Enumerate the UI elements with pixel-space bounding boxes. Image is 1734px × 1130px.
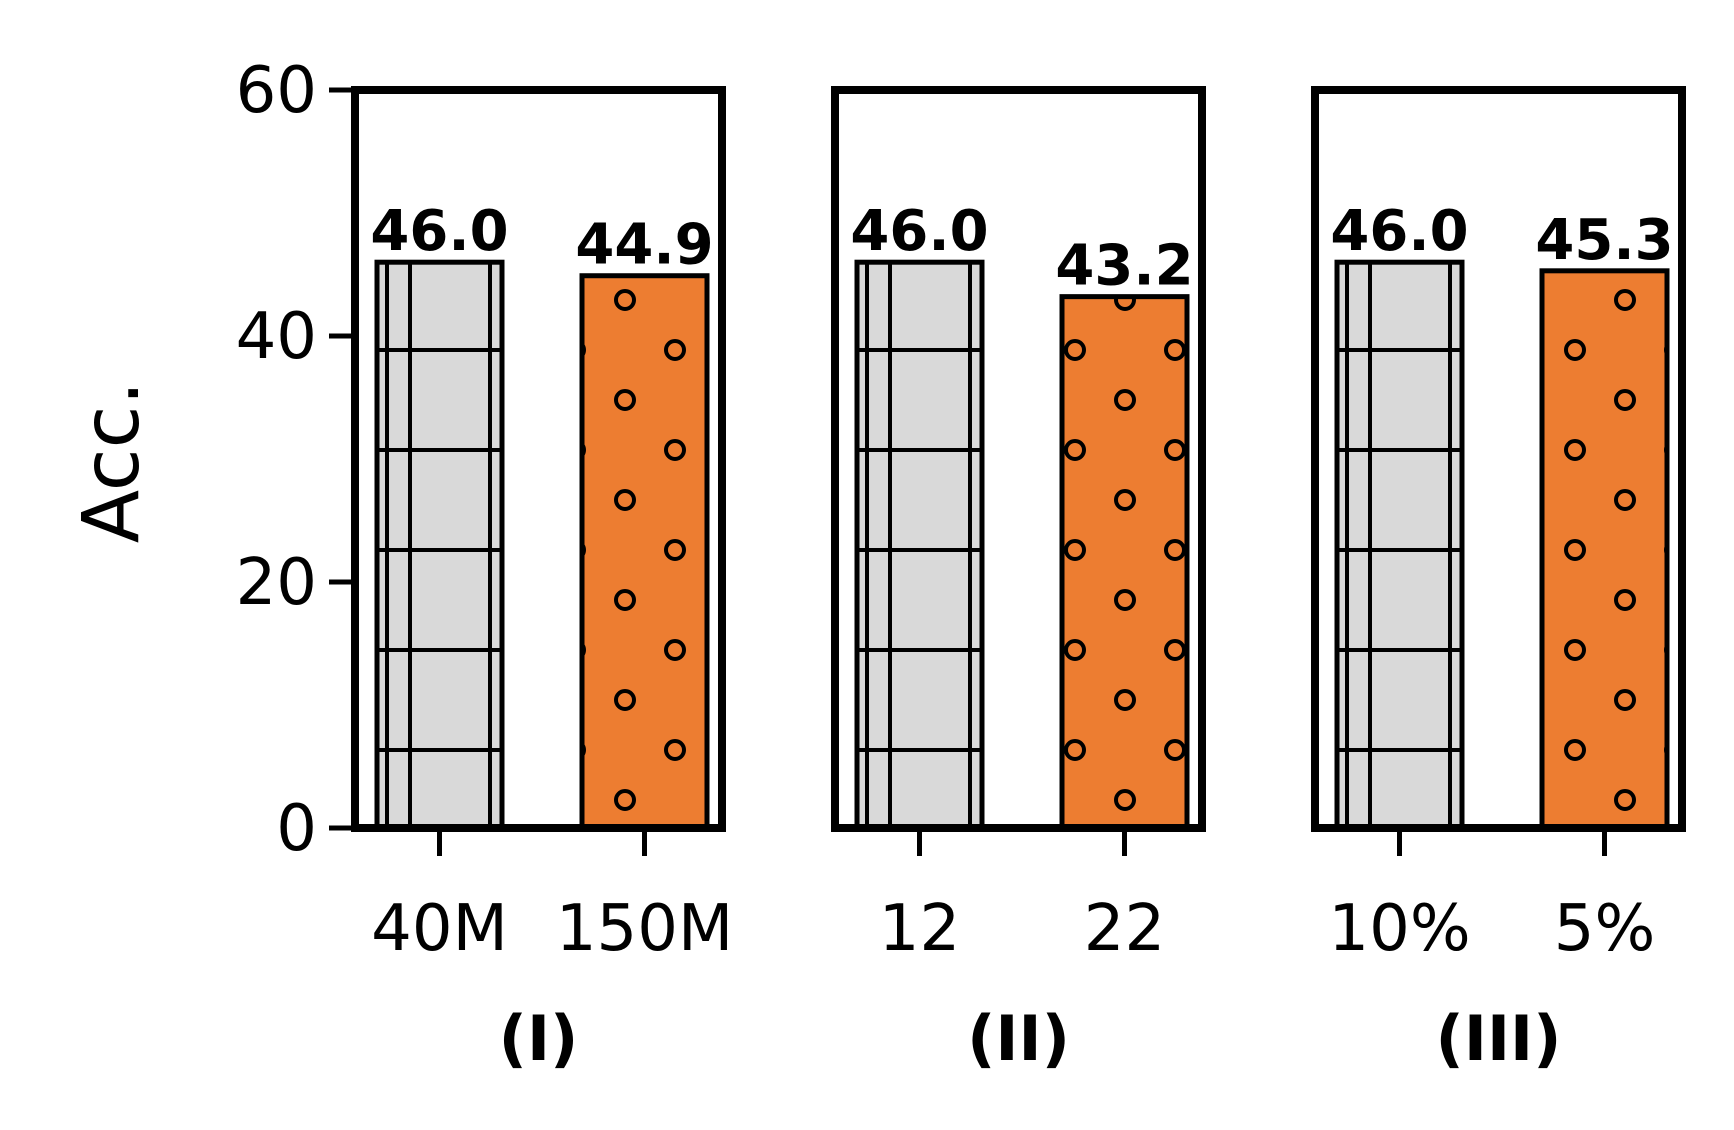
- bar: [1059, 294, 1190, 831]
- y-tick-label: 40: [236, 300, 317, 374]
- panel-frame: [831, 86, 1206, 832]
- bar-value-label: 46.0: [850, 199, 988, 264]
- panel-title: (II): [967, 1002, 1070, 1075]
- bar-value-label: 46.0: [1330, 199, 1468, 264]
- y-axis-label: Acc.: [67, 381, 157, 544]
- y-tick-label: 60: [236, 54, 317, 128]
- x-tick-label: 10%: [1328, 892, 1470, 966]
- x-tick-label: 12: [879, 892, 960, 966]
- x-tick-label: 40M: [371, 892, 508, 966]
- panel-frame: [351, 86, 726, 832]
- bar: [579, 273, 710, 831]
- bar: [854, 259, 985, 831]
- y-tick-label: 20: [236, 546, 317, 620]
- bar: [1539, 268, 1670, 831]
- panels: 46.0 40M 44.9 150M (I) 46.0 12 43.2 22(II) 46.0 10…: [351, 86, 1686, 1075]
- y-tick-label: 0: [276, 792, 317, 866]
- x-tick-label: 5%: [1554, 892, 1656, 966]
- panel-title: (I): [499, 1002, 579, 1075]
- panel-3: 46.0 10% 45.3 5% (III): [1311, 86, 1686, 1075]
- bar-value-label: 45.3: [1535, 208, 1673, 273]
- panel-title: (III): [1436, 1002, 1562, 1075]
- x-tick-label: 22: [1084, 892, 1165, 966]
- panel-2: 46.0 12 43.2 22(II): [831, 86, 1206, 1075]
- bar: [1334, 259, 1465, 831]
- panel-frame: [1311, 86, 1686, 832]
- panel-1: 46.0 40M 44.9 150M (I): [351, 86, 733, 1075]
- x-tick-label: 150M: [556, 892, 733, 966]
- bar-value-label: 44.9: [575, 213, 713, 278]
- bar-value-label: 43.2: [1055, 234, 1193, 299]
- bar: [374, 259, 505, 831]
- bar-value-label: 46.0: [370, 199, 508, 264]
- y-axis: 0 20 40 60: [236, 54, 355, 866]
